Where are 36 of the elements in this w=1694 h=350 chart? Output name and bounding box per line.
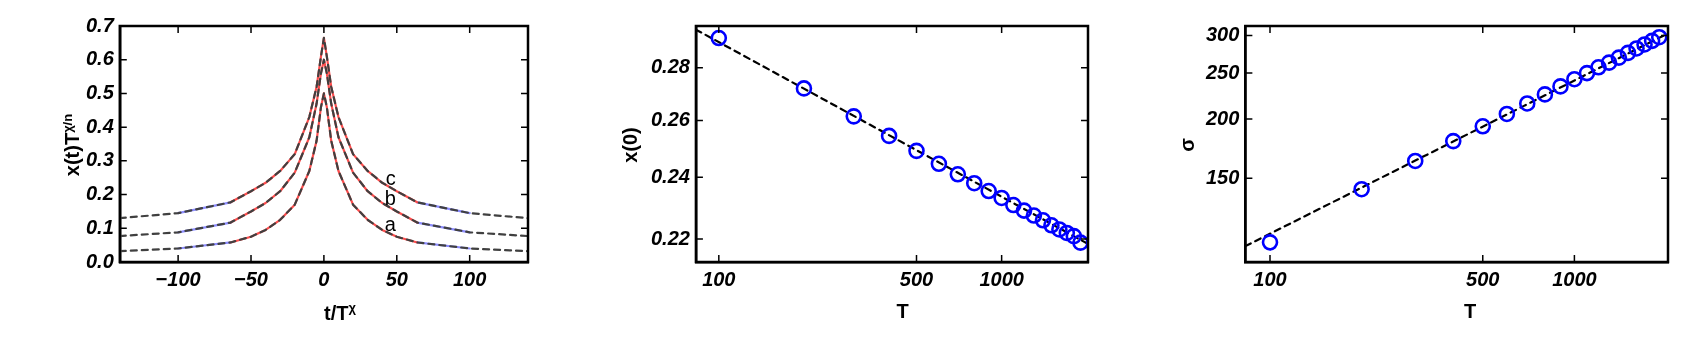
x-axis-title: T xyxy=(895,300,910,323)
x-tick-label: 100 xyxy=(702,267,736,290)
x-tick-label: −50 xyxy=(234,267,268,290)
x-axis-title: t/T$^{χ}$ xyxy=(323,300,357,325)
y-tick-label: 300 xyxy=(1205,22,1240,45)
y-tick-label: 0.0 xyxy=(85,249,114,272)
x-axis-title: T xyxy=(1462,300,1478,323)
y-tick-label: 0.7 xyxy=(85,13,115,36)
y-tick-label: 250 xyxy=(1204,60,1240,83)
y-axis-title: σ xyxy=(1175,138,1199,152)
y-tick-label: 0.26 xyxy=(650,107,691,130)
y-tick-label: 0.1 xyxy=(85,215,114,238)
y-tick-label: 0.6 xyxy=(85,47,115,70)
series-label: b xyxy=(384,187,396,210)
y-tick-label: 0.22 xyxy=(650,226,690,249)
y-tick-label: 0.24 xyxy=(650,164,690,187)
y-tick-label: 200 xyxy=(1204,106,1240,129)
y-tick-label: 0.2 xyxy=(85,182,114,205)
series-label: a xyxy=(384,212,396,235)
x-tick-label: −100 xyxy=(155,267,201,290)
x-tick-label: 500 xyxy=(899,267,934,290)
y-tick-label: 0.3 xyxy=(85,148,114,171)
x-tick-label: 500 xyxy=(1466,267,1500,290)
y-tick-label: 0.5 xyxy=(85,80,115,103)
y-tick-label: 150 xyxy=(1205,165,1240,188)
x-tick-label: 100 xyxy=(1253,267,1287,290)
x-tick-label: 50 xyxy=(385,267,408,290)
x-tick-label: 0 xyxy=(318,267,330,290)
x-tick-label: 1000 xyxy=(1552,267,1597,290)
line-series xyxy=(119,92,528,253)
y-tick-label: 0.28 xyxy=(650,55,691,78)
y-axis-title: x(0) xyxy=(618,127,642,163)
y-tick-label: 0.4 xyxy=(85,114,114,137)
x-tick-label: 1000 xyxy=(979,267,1024,290)
x-tick-label: 100 xyxy=(453,267,487,290)
series-label: c xyxy=(385,167,396,190)
